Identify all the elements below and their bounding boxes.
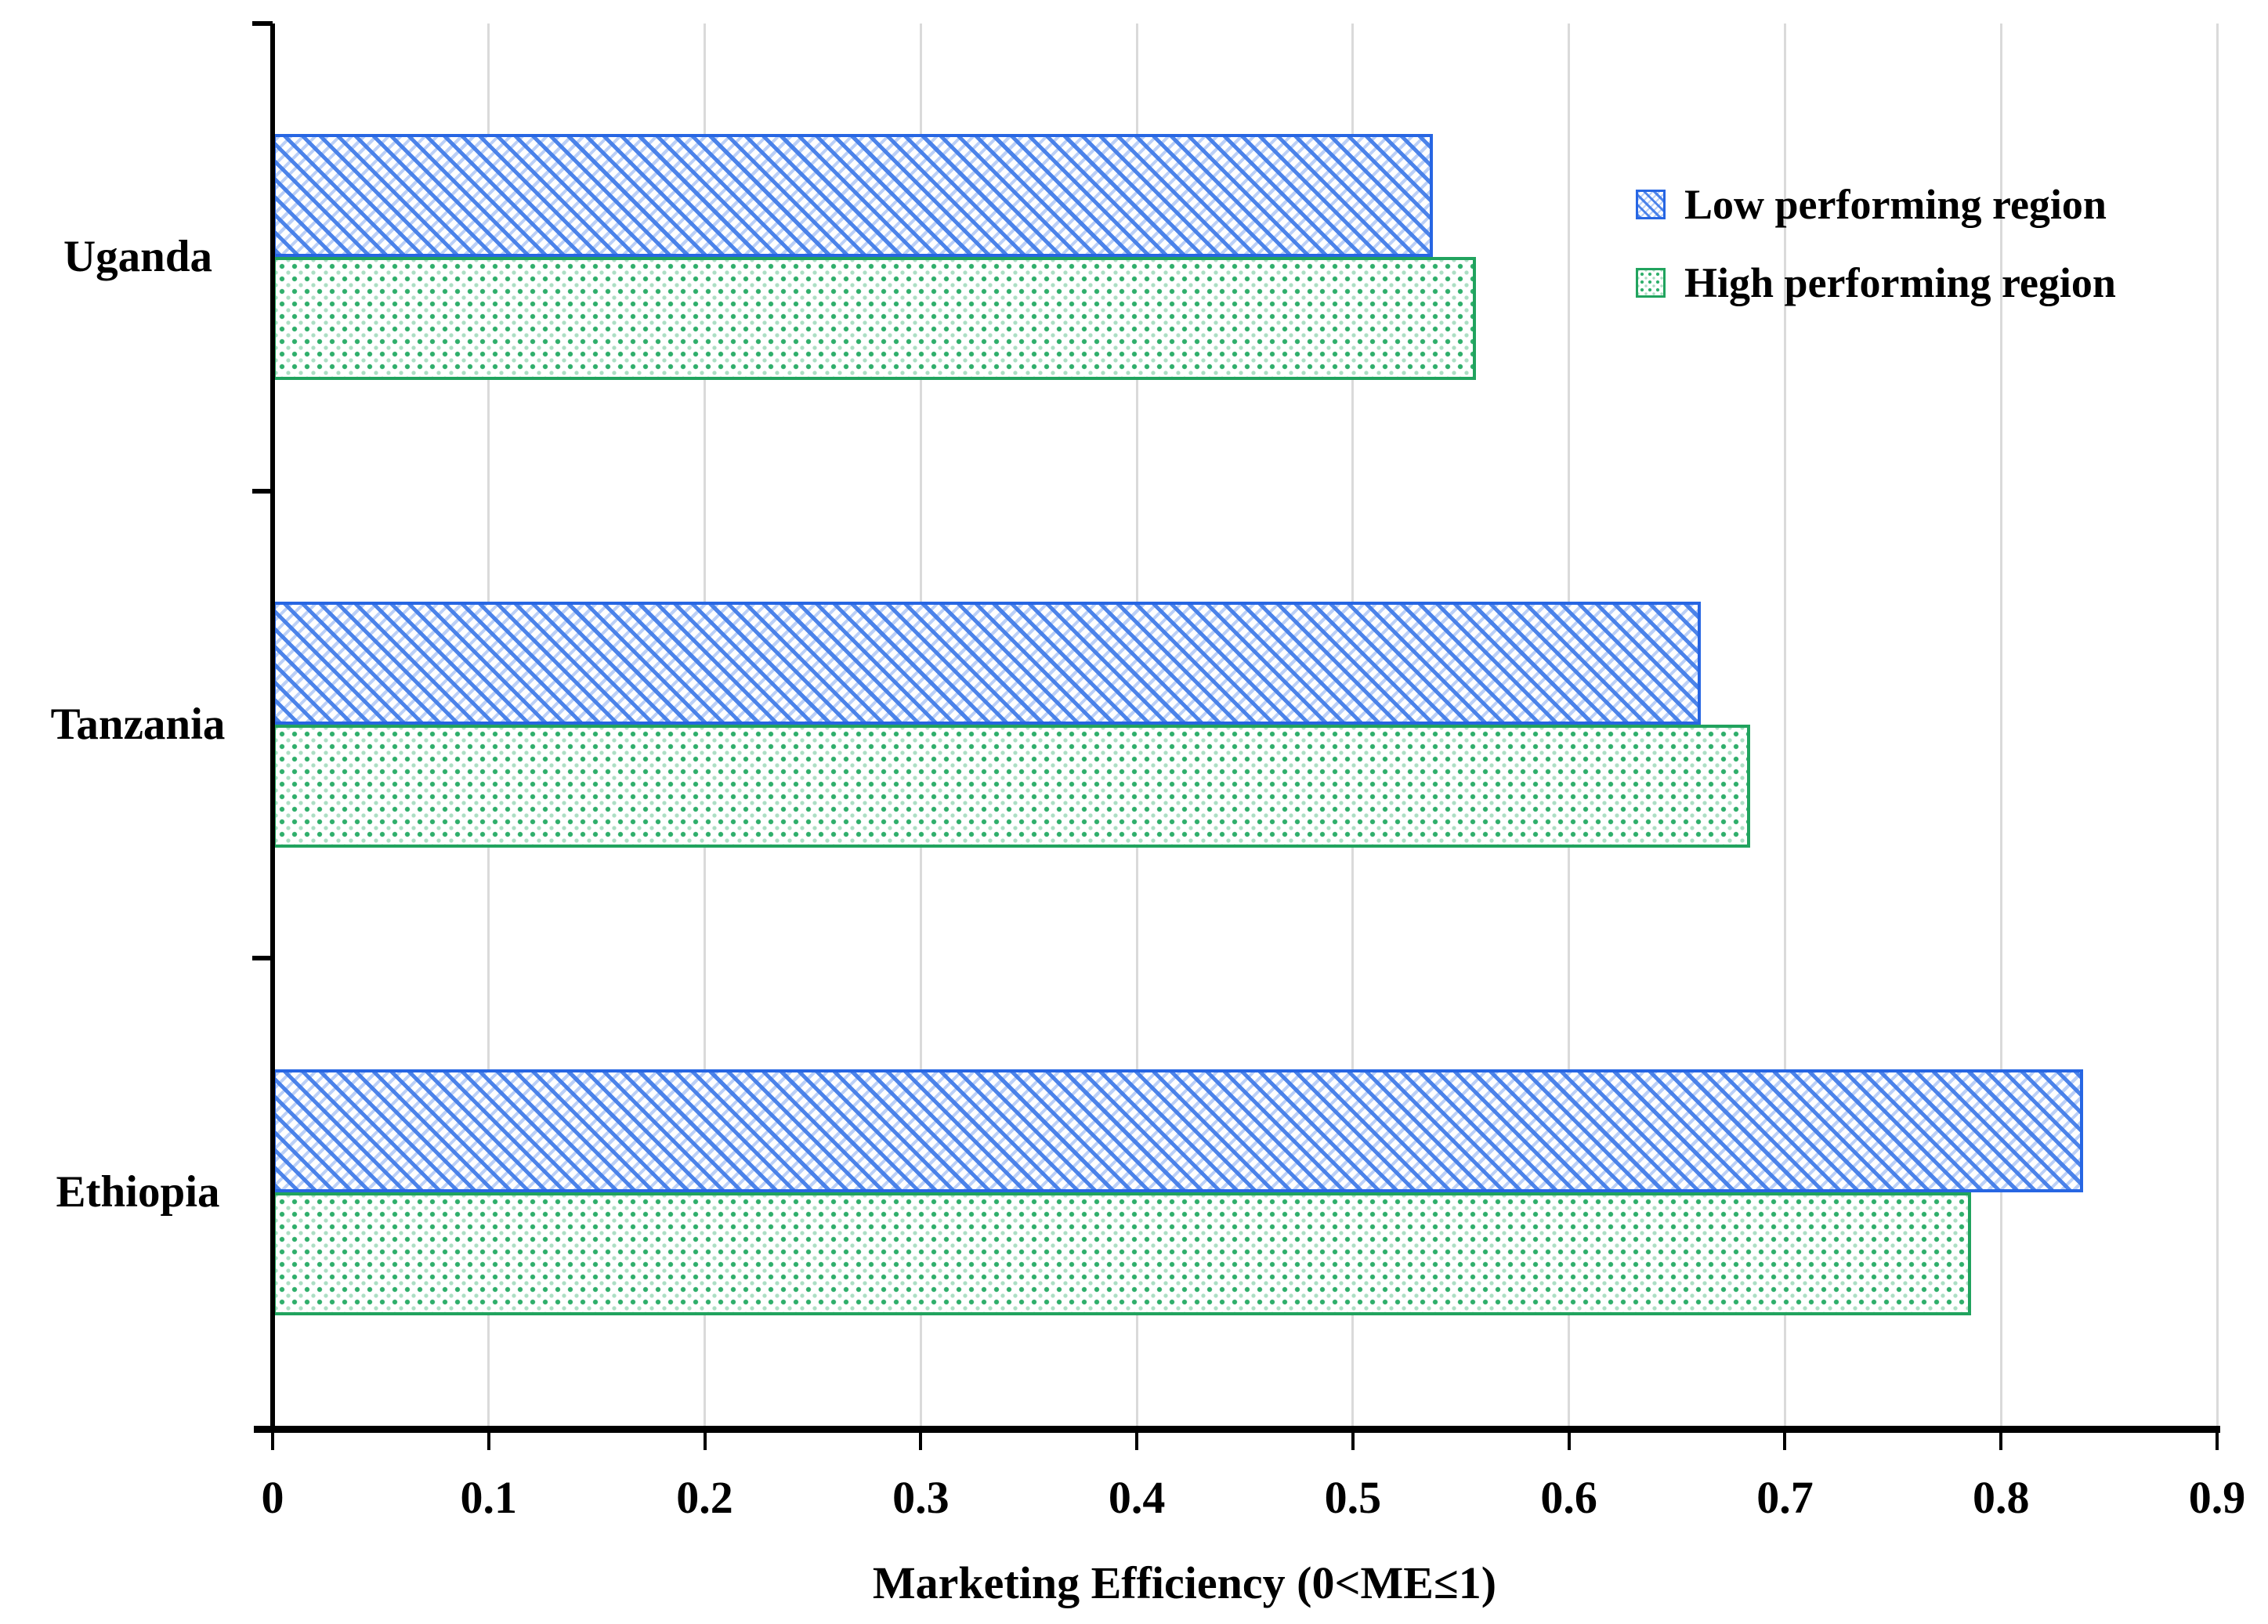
x-axis-tick — [1567, 1433, 1571, 1450]
legend-item: High performing region — [1636, 259, 2116, 307]
x-tick-label: 0.5 — [1324, 1472, 1382, 1523]
gridline — [1999, 24, 2002, 1426]
legend-label: Low performing region — [1684, 181, 2107, 228]
x-tick-label: 0.8 — [1972, 1472, 2030, 1523]
legend-item: Low performing region — [1636, 180, 2116, 229]
y-axis-tick — [252, 21, 273, 26]
legend-label: High performing region — [1684, 259, 2116, 306]
y-axis-tick — [252, 956, 273, 961]
bar-ethiopia-high-performing — [273, 1192, 1971, 1315]
x-tick-label: 0.1 — [460, 1472, 518, 1523]
x-axis-tick — [487, 1433, 490, 1450]
bar-tanzania-low-performing — [273, 602, 1701, 725]
gridline — [2216, 24, 2219, 1426]
x-tick-label: 0.6 — [1540, 1472, 1597, 1523]
category-label-ethiopia: Ethiopia — [56, 1166, 220, 1217]
legend-swatch-high-performing — [1636, 268, 1666, 298]
x-axis-line — [254, 1426, 2220, 1433]
x-tick-label: 0.9 — [2188, 1472, 2246, 1523]
y-axis-line — [270, 24, 275, 1428]
x-tick-label: 0.3 — [892, 1472, 950, 1523]
bar-ethiopia-low-performing — [273, 1069, 2084, 1192]
gridline — [1783, 24, 1786, 1426]
x-axis-title: Marketing Efficiency (0<ME≤1) — [872, 1557, 1497, 1608]
bar-tanzania-high-performing — [273, 725, 1751, 848]
legend: Low performing region High performing reg… — [1636, 180, 2116, 337]
x-axis-tick — [271, 1433, 274, 1450]
bar-uganda-low-performing — [273, 134, 1433, 258]
y-axis-tick — [252, 488, 273, 494]
x-axis-tick — [919, 1433, 923, 1450]
category-label-tanzania: Tanzania — [50, 700, 226, 749]
x-axis-tick — [703, 1433, 707, 1450]
x-tick-label: 0.4 — [1108, 1472, 1166, 1523]
category-label-uganda: Uganda — [63, 232, 213, 282]
bar-uganda-high-performing — [273, 257, 1477, 381]
x-axis-tick — [1351, 1433, 1355, 1450]
x-tick-label: 0.7 — [1756, 1472, 1814, 1523]
x-axis-tick — [2216, 1433, 2219, 1450]
x-axis-tick — [1135, 1433, 1139, 1450]
x-axis-tick — [1783, 1433, 1787, 1450]
legend-swatch-low-performing — [1636, 190, 1666, 219]
x-axis-tick — [1999, 1433, 2003, 1450]
x-tick-label: 0.2 — [676, 1472, 733, 1523]
x-tick-label: 0 — [261, 1472, 284, 1523]
